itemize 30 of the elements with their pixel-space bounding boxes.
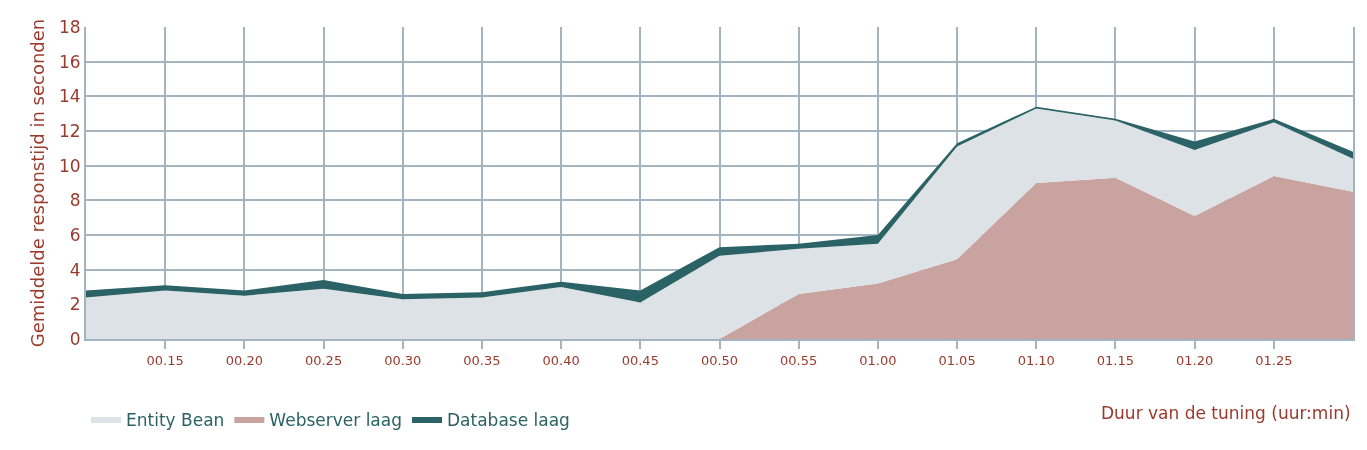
- y-axis-title: Gemiddelde responstijd in seconden: [26, 18, 48, 348]
- y-tick-label: 2: [69, 294, 81, 315]
- x-tick-label: 00.20: [225, 352, 263, 368]
- y-tick-label: 8: [69, 190, 81, 211]
- x-tick-label: 01.25: [1255, 352, 1293, 368]
- y-tick-label: 0: [69, 328, 81, 349]
- x-tick-label: 00.45: [621, 352, 659, 368]
- x-tick-label: 01.00: [859, 352, 897, 368]
- x-tick-label: 00.55: [780, 352, 818, 368]
- y-tick-label: 18: [58, 16, 81, 37]
- x-tick-label: 00.50: [700, 352, 739, 368]
- legend-label: Entity Bean: [126, 409, 225, 430]
- y-tick-label: 4: [69, 259, 81, 280]
- x-tick-label: 01.20: [1176, 352, 1214, 368]
- y-tick-label: 12: [58, 120, 81, 141]
- x-tick-label: 00.35: [463, 352, 501, 368]
- x-tick-label: 01.05: [938, 352, 976, 368]
- x-axis-title: Duur van de tuning (uur:min): [1101, 403, 1351, 423]
- legend-label: Database laag: [447, 409, 570, 430]
- y-tick-label: 14: [58, 86, 81, 107]
- x-tick-label: 00.25: [304, 352, 343, 368]
- y-tick-label: 6: [69, 224, 81, 245]
- x-tick-label: 01.10: [1017, 352, 1055, 368]
- x-tick-label: 00.15: [146, 352, 184, 368]
- x-tick-label: 01.15: [1096, 352, 1135, 368]
- x-tick-label: 00.30: [384, 352, 422, 368]
- y-tick-label: 16: [58, 51, 81, 72]
- legend-label: Webserver laag: [269, 409, 402, 430]
- x-tick-label: 00.40: [542, 352, 580, 368]
- y-tick-label: 10: [58, 155, 81, 176]
